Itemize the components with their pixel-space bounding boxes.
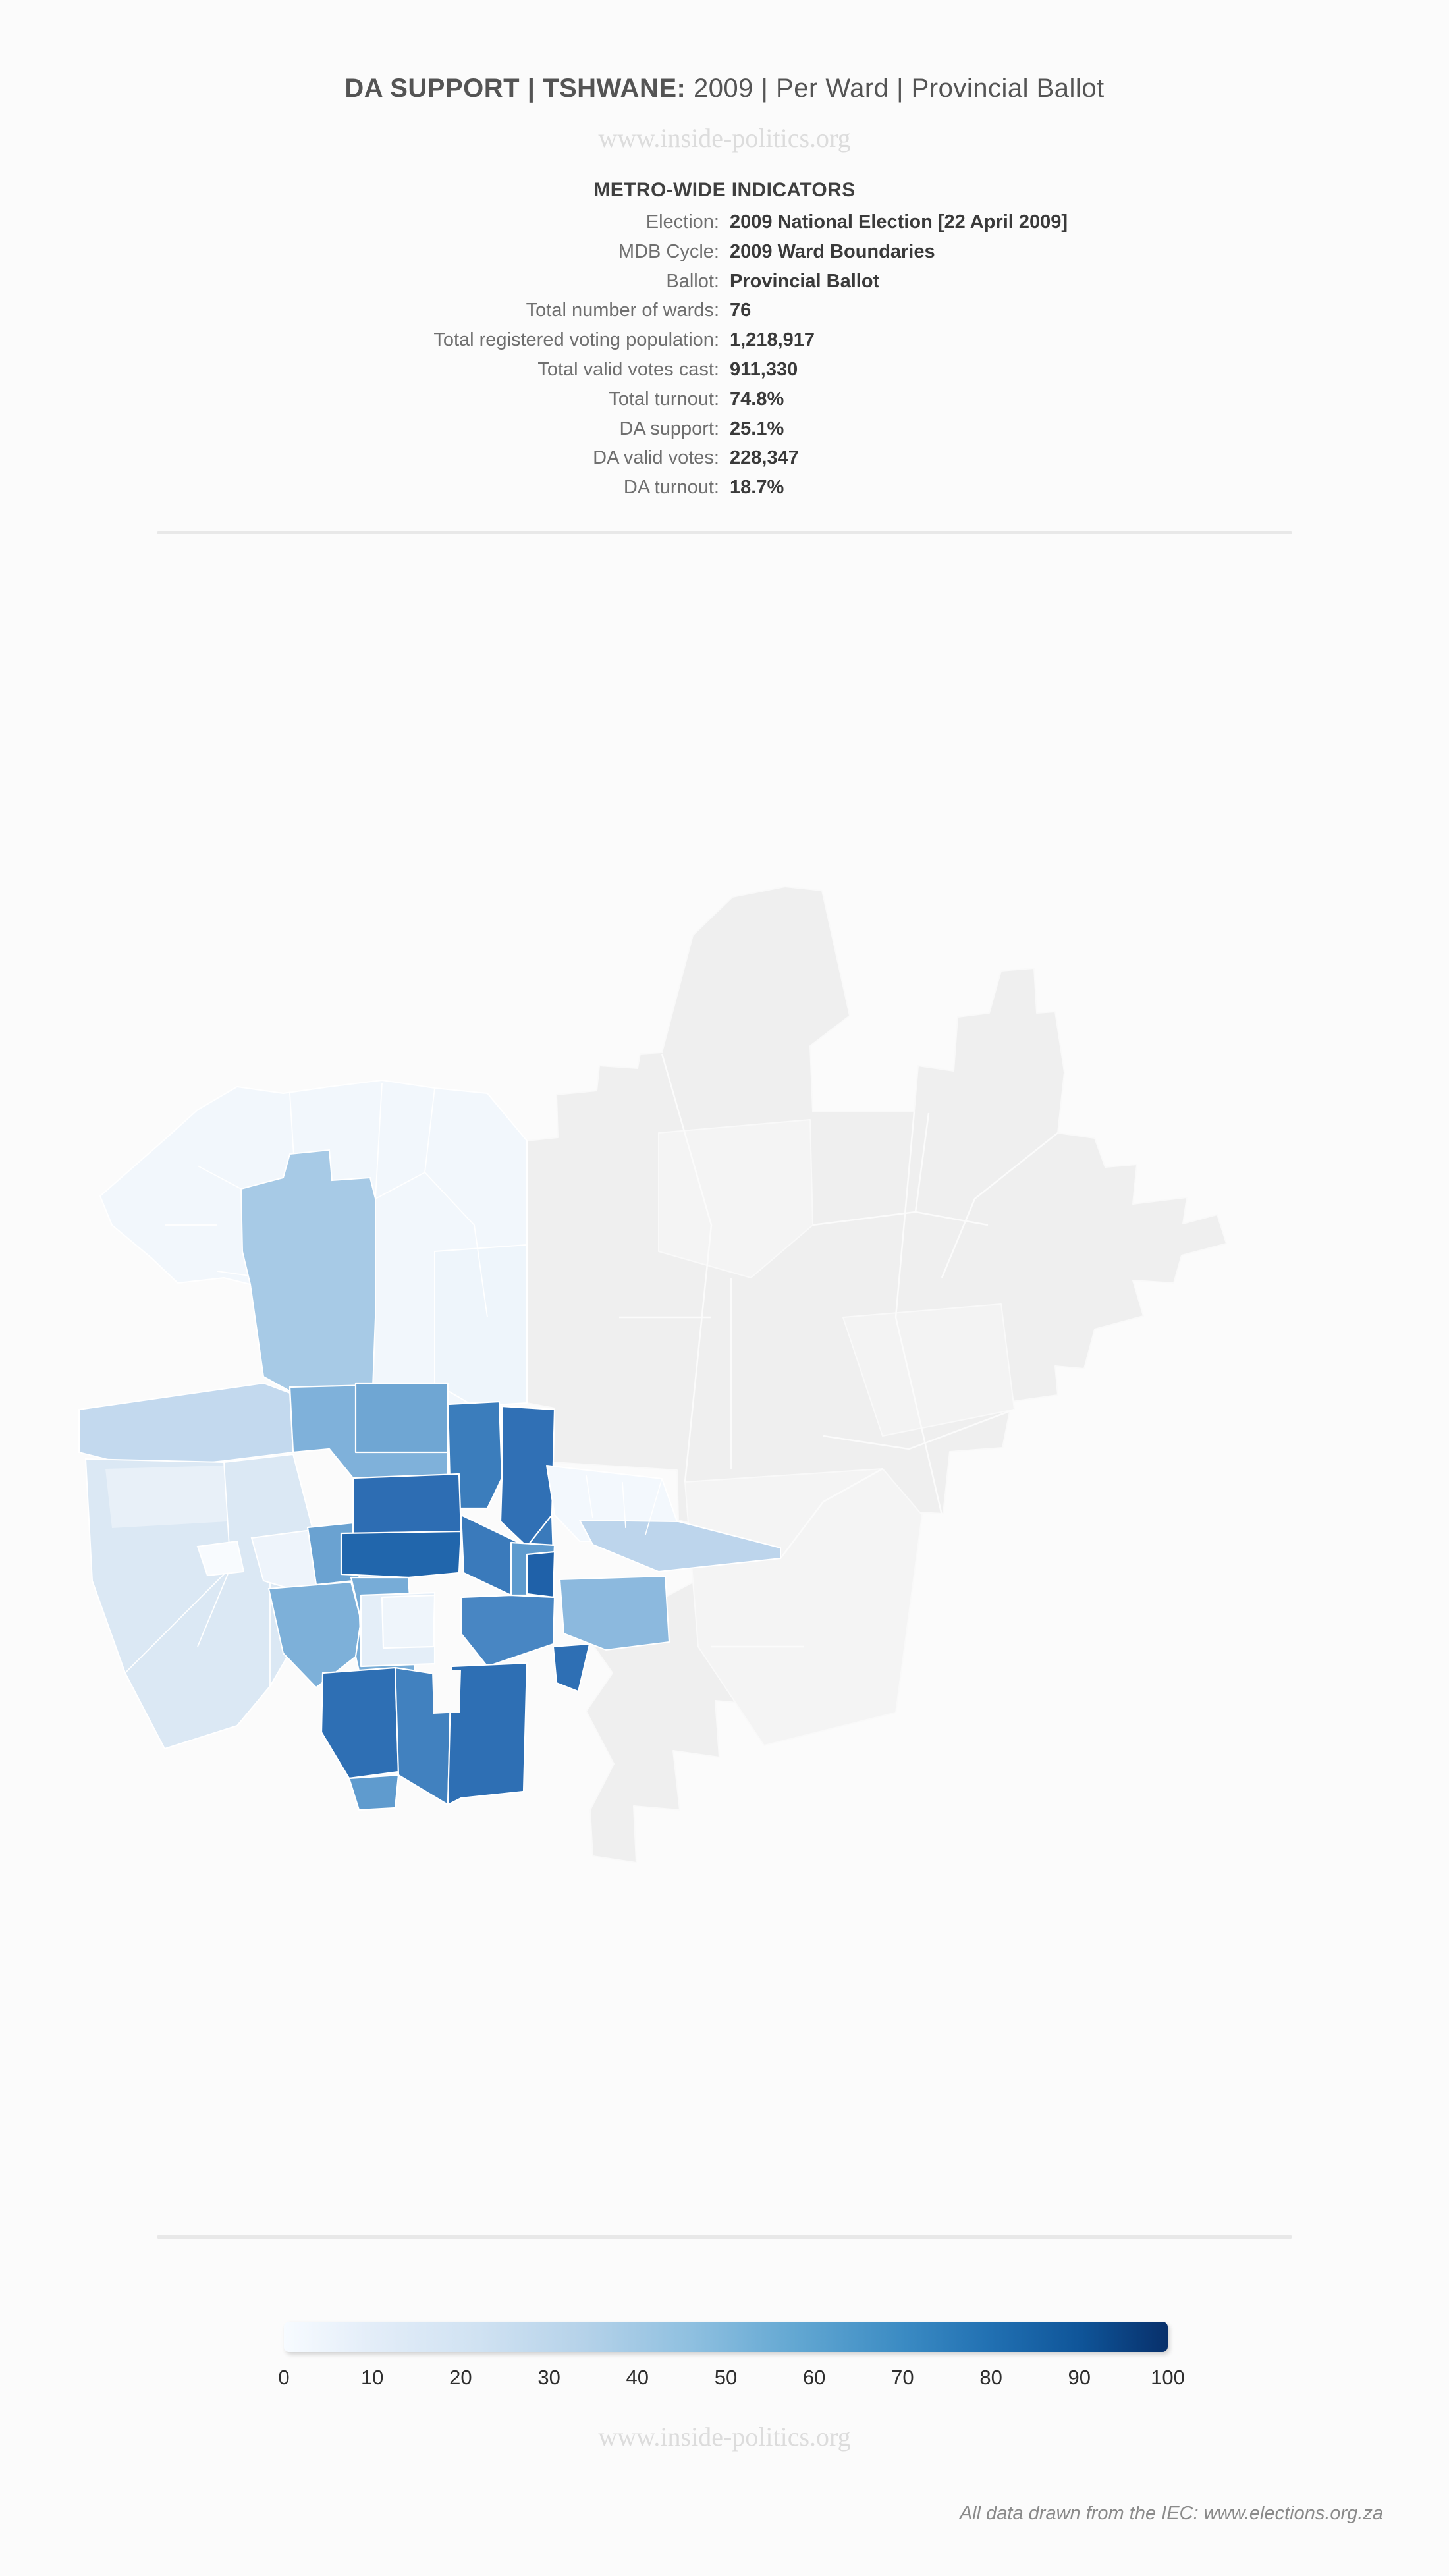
legend-tick: 10 [360,2366,384,2389]
metro-label: Total registered voting population: [433,329,719,351]
metro-label: DA support: [619,418,719,439]
legend-tick: 80 [979,2366,1002,2389]
metro-value: Provincial Ballot [730,270,880,292]
metro-label: Total valid votes cast: [537,358,719,380]
metro-label: DA turnout: [623,477,719,499]
map-central-cluster [288,1382,556,1811]
watermark-bottom: www.inside-politics.org [598,2422,851,2452]
metro-value: 911,330 [730,358,798,380]
metro-row-total-wards: Total number of wards: 76 [0,296,1449,325]
metro-value: 2009 Ward Boundaries [730,240,935,262]
divider [157,2235,1292,2239]
metro-label: Total turnout: [609,388,719,410]
metro-row-registered: Total registered voting population: 1,21… [0,325,1449,355]
metro-label: Election: [645,211,719,233]
metro-row-total-turnout: Total turnout: 74.8% [0,385,1449,414]
data-source-note: All data drawn from the IEC: www.electio… [959,2503,1383,2524]
legend-gradient-bar [284,2322,1168,2352]
metro-row-mdb-cycle: MDB Cycle: 2009 Ward Boundaries [0,237,1449,267]
metro-value: 1,218,917 [730,329,815,351]
metro-row-da-valid-votes: DA valid votes: 228,347 [0,443,1449,473]
legend-tick: 40 [626,2366,649,2389]
metro-row-election: Election: 2009 National Election [22 Apr… [0,207,1449,237]
legend-tick: 50 [714,2366,738,2389]
tshwane-ward-map [66,856,1416,1910]
legend-tick: 100 [1151,2366,1185,2389]
legend-tick: 90 [1068,2366,1091,2389]
map-pocket-white-jag [196,1540,245,1577]
metro-row-da-turnout: DA turnout: 18.7% [0,473,1449,503]
metro-value: 228,347 [730,447,799,469]
metro-value: 74.8% [730,388,784,410]
metro-row-ballot: Ballot: Provincial Ballot [0,267,1449,296]
legend-tick: 30 [537,2366,560,2389]
page-title-bold: DA SUPPORT | TSHWANE: [344,74,686,103]
watermark-top: www.inside-politics.org [598,123,851,153]
metro-value: 18.7% [730,477,784,499]
choropleth-svg [78,886,1227,1863]
metro-label: MDB Cycle: [618,240,719,262]
legend-tick: 70 [891,2366,914,2389]
map-ward-medium-north [240,1149,376,1392]
metro-row-valid-votes: Total valid votes cast: 911,330 [0,355,1449,385]
divider [157,531,1292,534]
legend-tick: 0 [278,2366,290,2389]
legend-tick-labels: 0 10 20 30 40 50 60 70 80 90 100 [278,2366,1184,2392]
metro-label: Total number of wards: [526,300,719,321]
page-title: DA SUPPORT | TSHWANE: 2009 | Per Ward | … [0,74,1449,103]
metro-label: Ballot: [666,270,719,292]
map-near-white-boundaries [586,1475,663,1535]
legend-tick: 20 [449,2366,472,2389]
page-title-rest: 2009 | Per Ward | Provincial Ballot [686,74,1105,103]
map-southwest-lighter-patch [105,1466,227,1528]
map-west-band [78,1382,294,1470]
metro-row-da-support: DA support: 25.1% [0,414,1449,444]
metro-value: 2009 National Election [22 April 2009] [730,211,1068,233]
legend-tick: 60 [802,2366,826,2389]
map-grey-ward-boundaries [619,1053,1058,1648]
metro-value: 25.1% [730,418,784,439]
map-grey-wards [526,886,1227,1863]
metro-value: 76 [730,300,752,321]
metro-indicators-heading: METRO-WIDE INDICATORS [593,179,856,201]
metro-indicators-list: Election: 2009 National Election [22 Apr… [0,207,1449,503]
metro-label: DA valid votes: [593,447,719,469]
